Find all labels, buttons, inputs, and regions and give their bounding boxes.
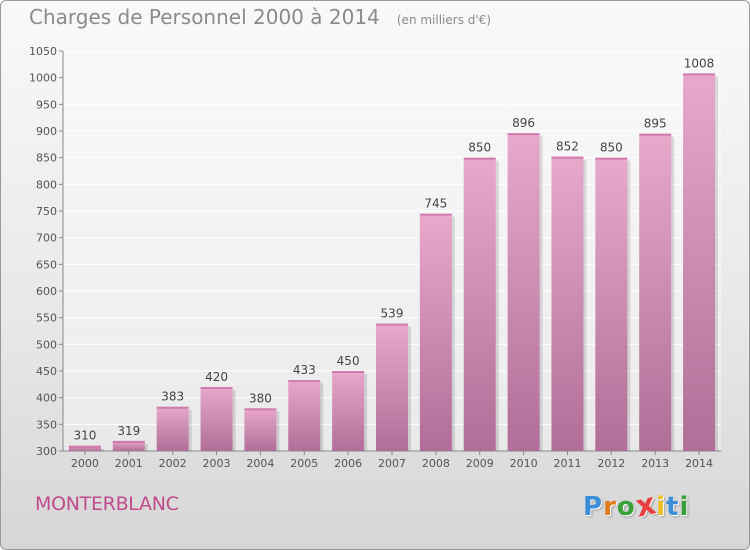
y-tick-label: 550 [36,312,57,325]
bar [683,73,716,452]
x-tick-label: 2001 [115,457,143,470]
x-tick-label: 2000 [71,457,99,470]
bar-top-edge [156,406,189,409]
bar [244,408,277,451]
data-label: 539 [381,307,404,321]
y-tick-label: 1050 [29,45,57,58]
x-tick-label: 2005 [290,457,318,470]
bar [332,371,365,451]
y-tick-label: 700 [36,232,57,245]
bar-top-edge [639,133,672,136]
logo-letter: i [656,492,667,522]
y-tick-label: 750 [36,205,57,218]
bar-top-edge [112,440,145,443]
logo-letter: P [583,492,604,522]
logo-letter: t [666,492,680,522]
y-tick-label: 350 [36,418,57,431]
logo-letter: r [603,492,617,522]
x-tick-label: 2012 [597,457,625,470]
data-label: 745 [424,197,447,211]
y-tick-label: 950 [36,98,57,111]
bar-top-edge [463,157,496,160]
data-label: 450 [337,354,360,368]
bar-top-edge [683,73,716,76]
data-label: 380 [249,391,272,405]
bar-top-edge [200,387,233,389]
bar-top-edge [376,323,408,326]
bar-top-edge [288,380,321,383]
x-tick-label: 2009 [466,457,494,470]
y-tick-label: 500 [36,338,57,351]
data-label: 383 [161,390,184,404]
x-tick-label: 2011 [553,457,581,470]
bar [156,406,189,451]
bar-top-edge [595,157,628,160]
bar [288,380,321,451]
x-tick-label: 2006 [334,457,362,470]
bar [112,440,145,451]
data-label: 852 [556,140,579,154]
x-tick-label: 2014 [685,457,713,470]
x-tick-label: 2008 [422,457,450,470]
x-tick-label: 2004 [246,457,274,470]
y-tick-label: 900 [36,125,57,138]
bar-top-edge [332,371,365,373]
x-tick-label: 2013 [641,457,669,470]
y-tick-label: 450 [36,365,57,378]
bar [200,387,233,451]
chart-subtitle: (en milliers d'€) [396,13,491,27]
bar-top-edge [244,408,277,411]
data-label: 1008 [684,56,715,70]
title-row: Charges de Personnel 2000 à 2014 (en mil… [29,5,491,29]
data-label: 896 [512,116,535,130]
y-tick-label: 1000 [29,72,57,85]
y-tick-label: 650 [36,258,57,271]
bar [419,213,452,451]
x-tick-label: 2010 [510,457,538,470]
logo-letter: o [616,492,636,522]
chart-title: Charges de Personnel 2000 à 2014 [29,5,380,29]
y-tick-label: 400 [36,392,57,405]
data-label: 850 [600,141,623,155]
commune-name: MONTERBLANC [35,493,179,515]
bar [507,133,540,451]
data-label: 319 [117,424,140,438]
x-tick-label: 2002 [159,457,187,470]
data-label: 310 [73,429,96,443]
proxiti-logo: Proxiti [583,486,690,524]
x-tick-label: 2003 [203,457,231,470]
y-tick-label: 600 [36,285,57,298]
bar [68,445,101,451]
y-tick-label: 800 [36,178,57,191]
x-tick-label: 2007 [378,457,406,470]
bar-top-edge [419,213,452,216]
data-label: 420 [205,370,228,384]
data-label: 433 [293,363,316,377]
logo-letter: i [679,492,690,522]
bar [551,156,584,451]
bar-top-edge [507,133,540,136]
y-tick-label: 300 [36,445,57,458]
bar-top-edge [68,445,101,448]
bar [376,323,408,451]
data-label: 850 [468,141,491,155]
y-tick-label: 850 [36,152,57,165]
bar [463,157,496,451]
bar [639,133,672,451]
bar-top-edge [551,156,584,159]
bar [595,157,628,451]
data-label: 895 [644,117,667,131]
